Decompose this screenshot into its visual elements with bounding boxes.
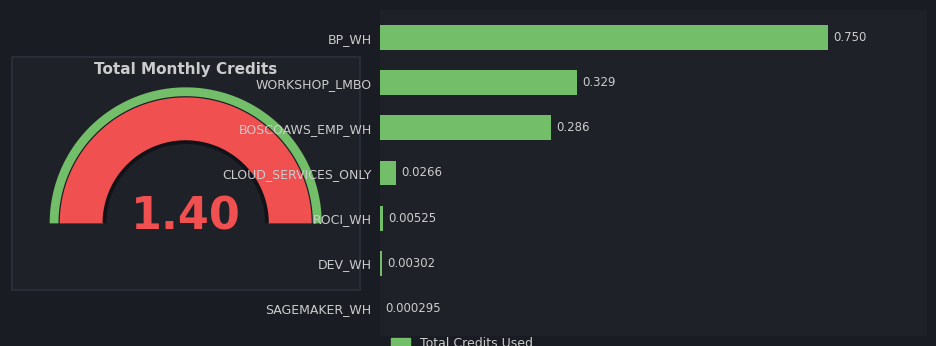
Text: 0.329: 0.329 <box>582 76 616 89</box>
Text: 0.286: 0.286 <box>556 121 590 134</box>
Text: 0.0266: 0.0266 <box>402 166 443 180</box>
Text: 0.00525: 0.00525 <box>388 212 437 225</box>
Text: 0.000295: 0.000295 <box>386 302 441 315</box>
Polygon shape <box>103 140 269 224</box>
Bar <box>380 206 383 230</box>
Polygon shape <box>60 98 312 224</box>
Polygon shape <box>50 87 322 224</box>
Text: Total Monthly Credits: Total Monthly Credits <box>94 62 277 77</box>
Text: 0.750: 0.750 <box>833 31 867 44</box>
Legend: Total Credits Used: Total Credits Used <box>387 333 538 346</box>
Bar <box>380 251 382 276</box>
Bar <box>380 25 828 50</box>
Bar <box>380 116 551 140</box>
Text: 0.00302: 0.00302 <box>388 257 435 270</box>
Text: 1.40: 1.40 <box>131 195 241 239</box>
Bar <box>380 161 396 185</box>
Bar <box>380 70 577 95</box>
FancyBboxPatch shape <box>12 57 359 290</box>
